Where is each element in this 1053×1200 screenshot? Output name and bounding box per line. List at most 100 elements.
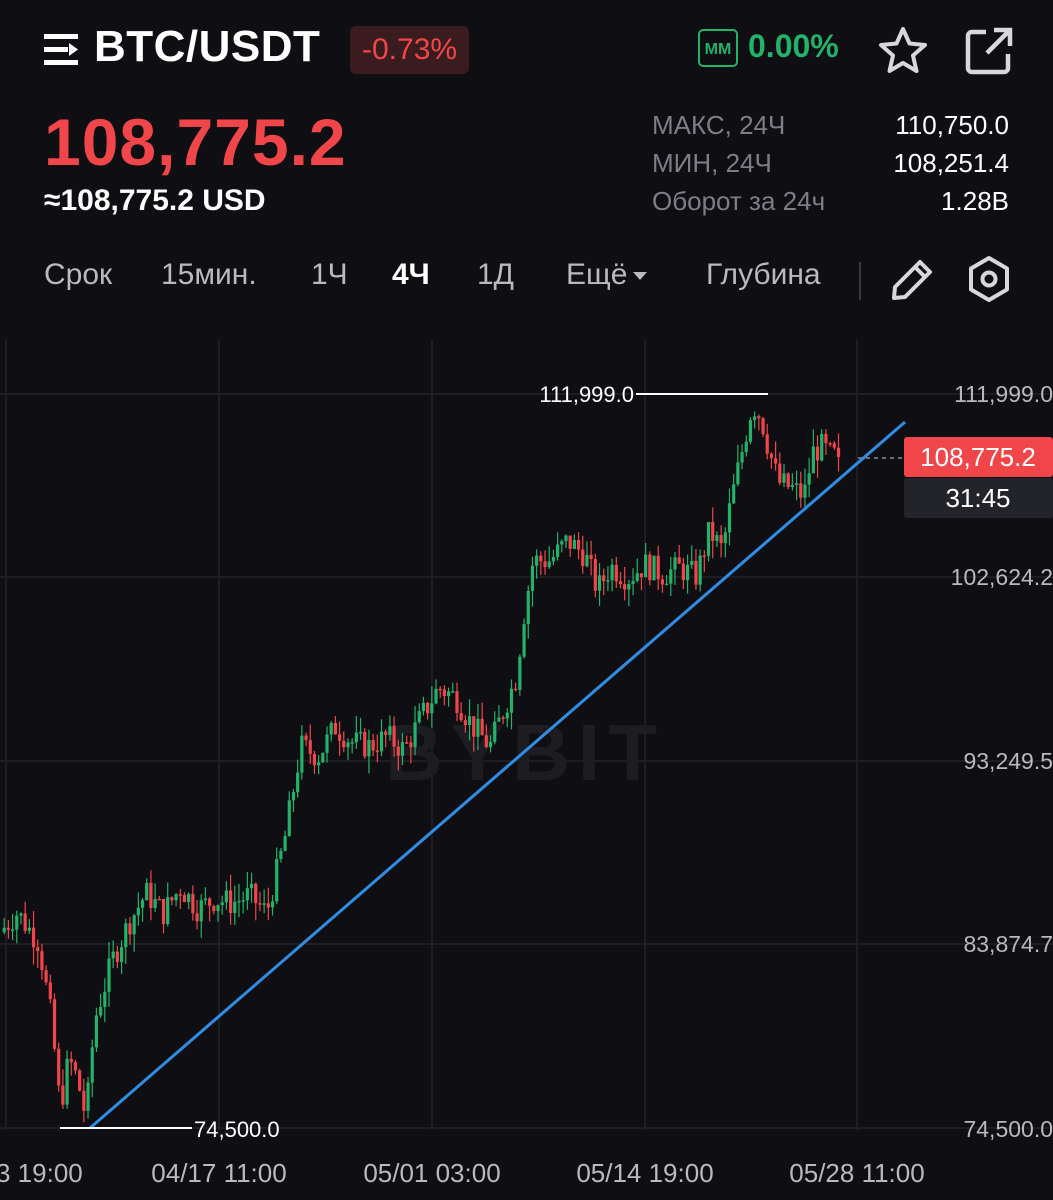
candle-body xyxy=(358,731,363,734)
candle-body xyxy=(388,726,392,735)
candle-body xyxy=(426,702,430,714)
candle-body xyxy=(166,897,170,924)
candle-body xyxy=(732,484,736,504)
candle-body xyxy=(405,742,409,744)
candle-body xyxy=(581,549,585,567)
candle-body xyxy=(635,573,639,581)
y-tick-label: 102,624.2 xyxy=(951,564,1053,590)
candle-body xyxy=(803,484,807,498)
candle-body xyxy=(556,544,560,558)
candle-body xyxy=(828,443,832,445)
candle-body xyxy=(266,903,270,908)
candle-body xyxy=(753,416,757,421)
tab-1h[interactable]: 1Ч xyxy=(311,258,348,291)
candle-body xyxy=(807,473,811,485)
stat-high-label: МАКС, 24Ч xyxy=(652,110,786,140)
candle-body xyxy=(249,883,254,889)
candle-body xyxy=(333,722,337,735)
candle-body xyxy=(283,836,287,851)
candle-body xyxy=(124,923,128,948)
x-tick-label: 05/01 03:00 xyxy=(363,1158,500,1188)
candle-body xyxy=(337,734,342,741)
candle-body xyxy=(698,555,702,585)
y-tick-label: 111,999.0 xyxy=(954,381,1053,407)
tab-1d[interactable]: 1Д xyxy=(477,258,515,291)
candle-body xyxy=(442,689,447,697)
trendline[interactable] xyxy=(89,420,906,1130)
pencil-icon[interactable] xyxy=(890,256,936,302)
candle-body xyxy=(10,929,15,931)
candle-body xyxy=(702,555,706,557)
candles xyxy=(2,411,841,1123)
x-tick-label: 04/17 11:00 xyxy=(151,1158,286,1188)
pair-title[interactable]: BTC/USDT xyxy=(94,22,321,71)
tab-4h[interactable]: 4Ч xyxy=(392,258,430,291)
candle-body xyxy=(786,473,790,488)
candle-body xyxy=(568,535,572,549)
candle-body xyxy=(57,1048,61,1086)
candle-body xyxy=(262,903,266,905)
candle-body xyxy=(174,894,178,901)
candle-body xyxy=(15,915,19,930)
candle-body xyxy=(501,717,505,720)
menu-icon[interactable] xyxy=(42,30,80,68)
candle-body xyxy=(736,462,740,485)
share-icon[interactable] xyxy=(962,24,1016,78)
candle-body xyxy=(572,540,576,549)
candle-body xyxy=(354,732,358,743)
candle-body xyxy=(304,735,308,741)
candle-body xyxy=(296,772,300,793)
candle-body xyxy=(677,557,681,564)
countdown-tag xyxy=(904,478,1053,518)
tab-depth[interactable]: Глубина xyxy=(706,258,821,291)
candle-body xyxy=(52,999,57,1049)
candle-body xyxy=(153,898,157,908)
candle-body xyxy=(2,927,6,933)
candle-body xyxy=(526,590,530,625)
candle-body xyxy=(824,433,828,444)
candle-body xyxy=(644,554,648,578)
candle-body xyxy=(312,753,317,766)
tab-more-label: Ещё xyxy=(566,258,628,291)
candle-body xyxy=(509,688,514,713)
stat-high-value: 110,750.0 xyxy=(895,110,1009,140)
candle-body xyxy=(467,716,472,725)
last-price: 108,775.2 xyxy=(44,105,347,179)
candle-body xyxy=(681,563,685,581)
tab-15min[interactable]: 15мин. xyxy=(161,258,257,291)
candle-body xyxy=(317,762,321,766)
candle-body xyxy=(237,900,241,903)
candle-body xyxy=(44,970,48,983)
candle-body xyxy=(270,901,275,908)
candle-body xyxy=(463,720,467,725)
candle-body xyxy=(606,580,610,582)
tab-more[interactable]: Ещё xyxy=(566,258,648,292)
stat-turnover-value: 1.28B xyxy=(941,186,1009,216)
price-chart[interactable]: BYBIT 111,999.0 74,500.0 108,775.2 31:45… xyxy=(0,340,1053,1200)
candle-body xyxy=(715,535,719,541)
candle-body xyxy=(99,1007,103,1016)
candle-body xyxy=(115,951,119,962)
mm-value[interactable]: 0.00% xyxy=(748,28,839,64)
mm-badge[interactable]: MM xyxy=(698,29,738,67)
candle-body xyxy=(623,584,627,590)
candle-body xyxy=(459,713,463,721)
candle-body xyxy=(233,901,237,913)
candle-body xyxy=(543,561,547,568)
candle-body xyxy=(576,540,581,550)
candle-body xyxy=(757,416,761,419)
candle-body xyxy=(518,656,522,690)
candle-body xyxy=(400,742,405,756)
candle-body xyxy=(346,742,350,748)
candle-body xyxy=(342,740,346,748)
candle-body xyxy=(455,691,459,714)
change-percent-badge: -0.73% xyxy=(350,26,470,74)
tab-term[interactable]: Срок xyxy=(44,258,113,291)
candle-body xyxy=(673,557,677,570)
star-icon[interactable] xyxy=(876,24,930,78)
settings-hexagon-icon[interactable] xyxy=(964,254,1014,304)
candle-body xyxy=(815,446,820,461)
candle-body xyxy=(778,463,782,483)
candle-body xyxy=(191,893,195,914)
candle-body xyxy=(727,503,732,533)
